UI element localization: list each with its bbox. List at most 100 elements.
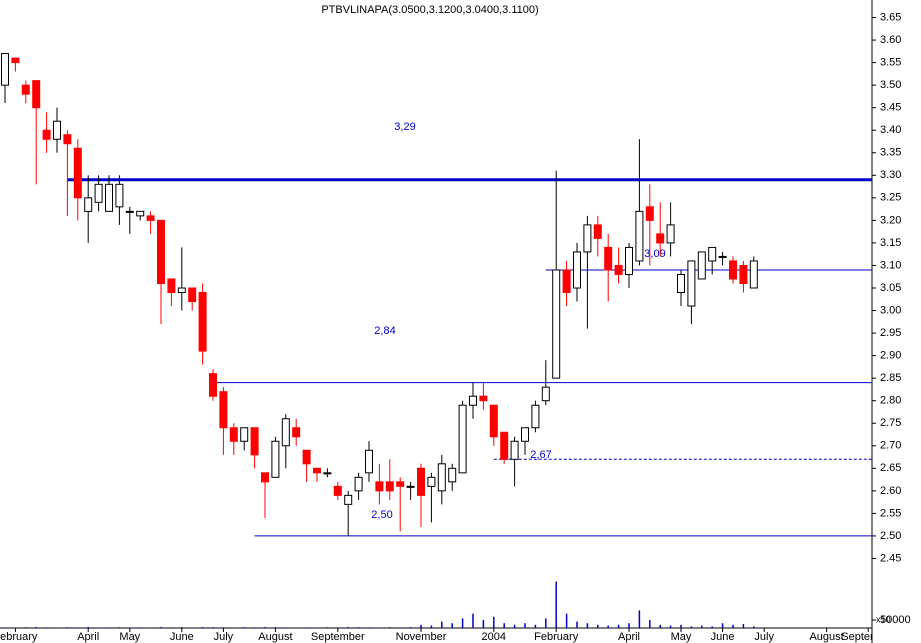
candle-body (240, 427, 249, 442)
y-tick-label: 2.85 (880, 372, 901, 384)
x-tick-label: February (0, 631, 38, 643)
candle-body (53, 120, 61, 140)
candle-body (333, 485, 342, 496)
candle-body (73, 147, 82, 199)
candle-body (209, 373, 217, 397)
candle-body (344, 494, 353, 505)
candle-body (292, 427, 301, 438)
candle-body (406, 485, 415, 488)
candle-body (396, 481, 405, 487)
candle-body (729, 260, 737, 280)
candle-body (136, 210, 145, 217)
y-tick-label: 3.40 (880, 124, 901, 136)
x-tick-label: November (396, 631, 447, 643)
candle-body (666, 224, 675, 244)
candle-body (521, 427, 529, 442)
candle-body (84, 197, 93, 212)
candle-body (32, 80, 41, 109)
volume-unit: x10 (876, 614, 891, 624)
candle-body (105, 183, 113, 212)
x-labels: FebruaryAprilMayJuneJulyAugustSeptemberN… (0, 631, 895, 643)
y-tick-label: 2.80 (880, 395, 901, 407)
candle-body (718, 255, 727, 258)
x-tick-label: April (77, 631, 99, 643)
level-label: 3,29 (394, 121, 415, 133)
y-tick-label: 3.05 (880, 282, 901, 294)
y-tick-label: 2.45 (880, 552, 901, 564)
candle-body (219, 391, 228, 429)
y-tick-label: 3.00 (880, 304, 901, 316)
candle-body (625, 246, 633, 275)
candle-body (656, 233, 665, 244)
y-tick-label: 3.35 (880, 147, 901, 159)
x-tick-label: February (534, 631, 579, 643)
candle-body (125, 210, 134, 213)
candle-body (146, 215, 155, 221)
level-label: 2,67 (530, 449, 551, 461)
y-tick-label: 2.75 (880, 417, 901, 429)
candle-body (573, 251, 581, 289)
candle-body (250, 427, 259, 456)
candle-body (635, 210, 644, 262)
candle-body (697, 251, 706, 280)
candle-body (115, 183, 124, 208)
candle-body (271, 440, 280, 478)
candle-body (42, 129, 51, 140)
candle-body (313, 467, 321, 474)
x-tick-label: June (170, 631, 194, 643)
level-label: 2,50 (371, 509, 392, 521)
candle-body (437, 463, 446, 492)
candle-body (417, 467, 425, 496)
y-tick-label: 3.15 (880, 237, 901, 249)
candle-body (385, 481, 394, 492)
candle-body (323, 472, 332, 475)
candle-body (489, 404, 498, 438)
candle-body (500, 431, 509, 460)
candle-body (157, 219, 165, 284)
candle-body (94, 183, 103, 203)
level-label: 2,84 (374, 325, 395, 337)
x-tick-label: August (258, 631, 292, 643)
x-tick-label: September (841, 631, 895, 643)
candle-body (687, 260, 696, 307)
y-tick-label: 2.50 (880, 530, 901, 542)
candle-body (1, 53, 9, 86)
candle-body (531, 404, 540, 429)
candle-body (63, 134, 72, 145)
x-tick-label: August (809, 631, 843, 643)
candle-body (739, 264, 748, 284)
y-tick-label: 2.90 (880, 350, 901, 362)
x-tick-label: May (671, 631, 692, 643)
candle-body (177, 287, 186, 294)
candle-body (21, 84, 30, 95)
candle-body (198, 292, 207, 352)
y-tick-label: 2.70 (880, 440, 901, 452)
candle-body (448, 467, 457, 483)
x-tick-label: September (311, 631, 365, 643)
candle-body (11, 57, 20, 64)
candle-body (188, 287, 197, 303)
y-tick-label: 3.50 (880, 79, 901, 91)
volume-tick-label: 50000 (880, 614, 911, 626)
candle-body (541, 386, 550, 402)
candle-body (614, 264, 623, 275)
y-tick-label: 3.45 (880, 102, 901, 114)
x-tick-label: April (618, 631, 640, 643)
candle-body (645, 206, 654, 221)
y-tick-label: 2.65 (880, 462, 901, 474)
x-tick-label: 2004 (482, 631, 506, 643)
y-tick-label: 3.55 (880, 57, 901, 69)
candle-body (708, 246, 717, 262)
y-tick-label: 3.10 (880, 259, 901, 271)
candle-body (604, 246, 613, 271)
candle-body (261, 472, 269, 483)
y-tick-label: 3.65 (880, 11, 901, 23)
candle-body (229, 427, 238, 442)
y-tick-label: 3.20 (880, 214, 901, 226)
candle-body (749, 260, 758, 289)
y-tick-label: 3.30 (880, 169, 901, 181)
candle-body (427, 476, 436, 487)
candle-body (552, 269, 561, 379)
